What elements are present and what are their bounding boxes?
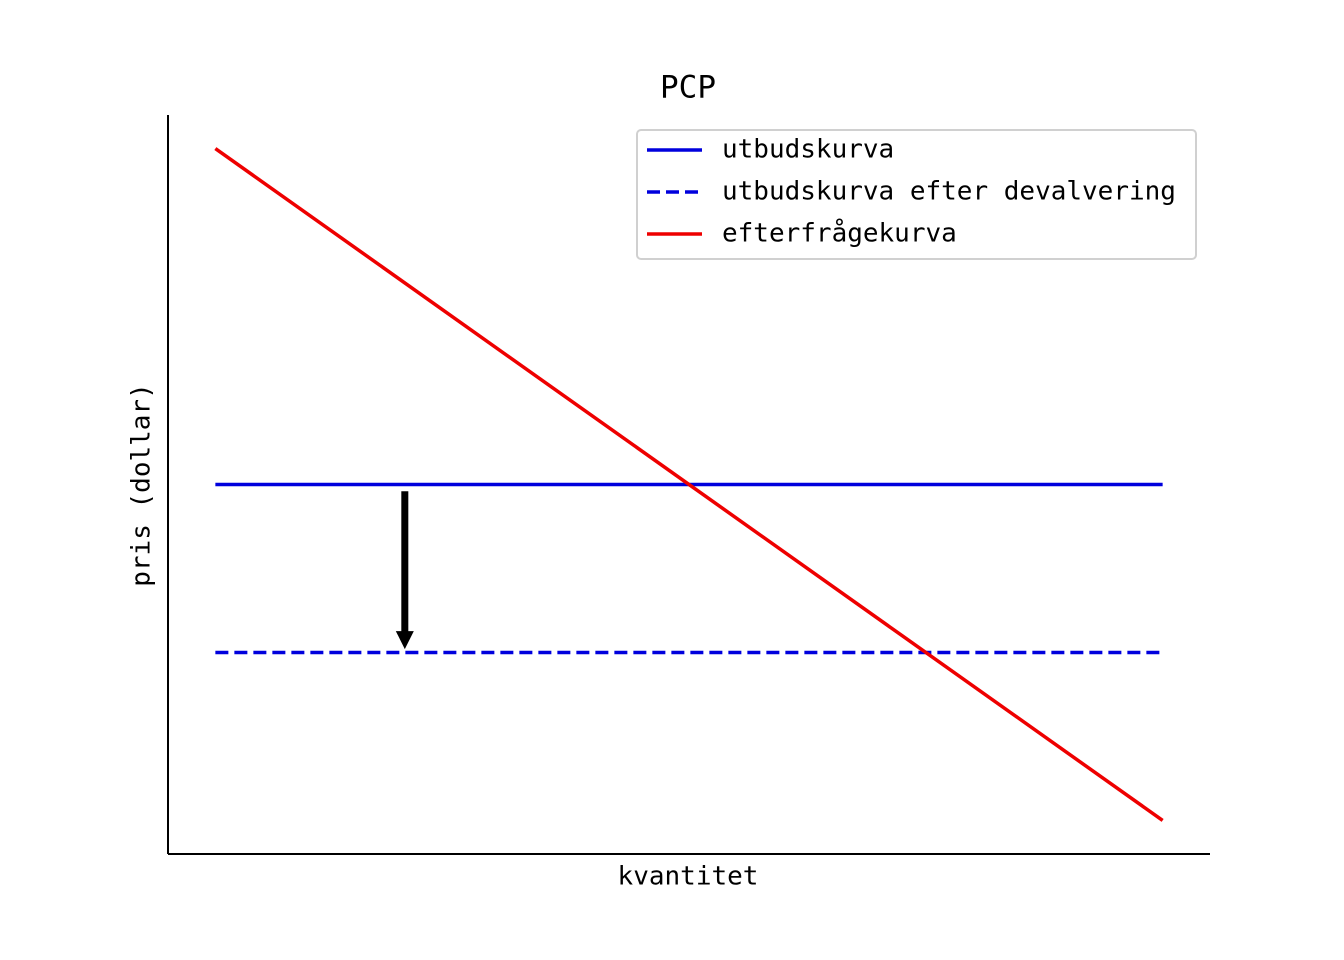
y-axis-label: pris (dollar) xyxy=(127,383,157,587)
legend-box xyxy=(636,129,1197,260)
x-axis-label: kvantitet xyxy=(618,862,759,892)
legend-label: efterfrågekurva xyxy=(722,218,957,249)
legend-label: utbudskurva xyxy=(722,135,894,165)
arrow-head xyxy=(395,631,414,650)
legend-label: utbudskurva efter devalvering xyxy=(722,177,1176,207)
chart-title: PCP xyxy=(660,70,716,106)
series-line xyxy=(214,147,1164,822)
